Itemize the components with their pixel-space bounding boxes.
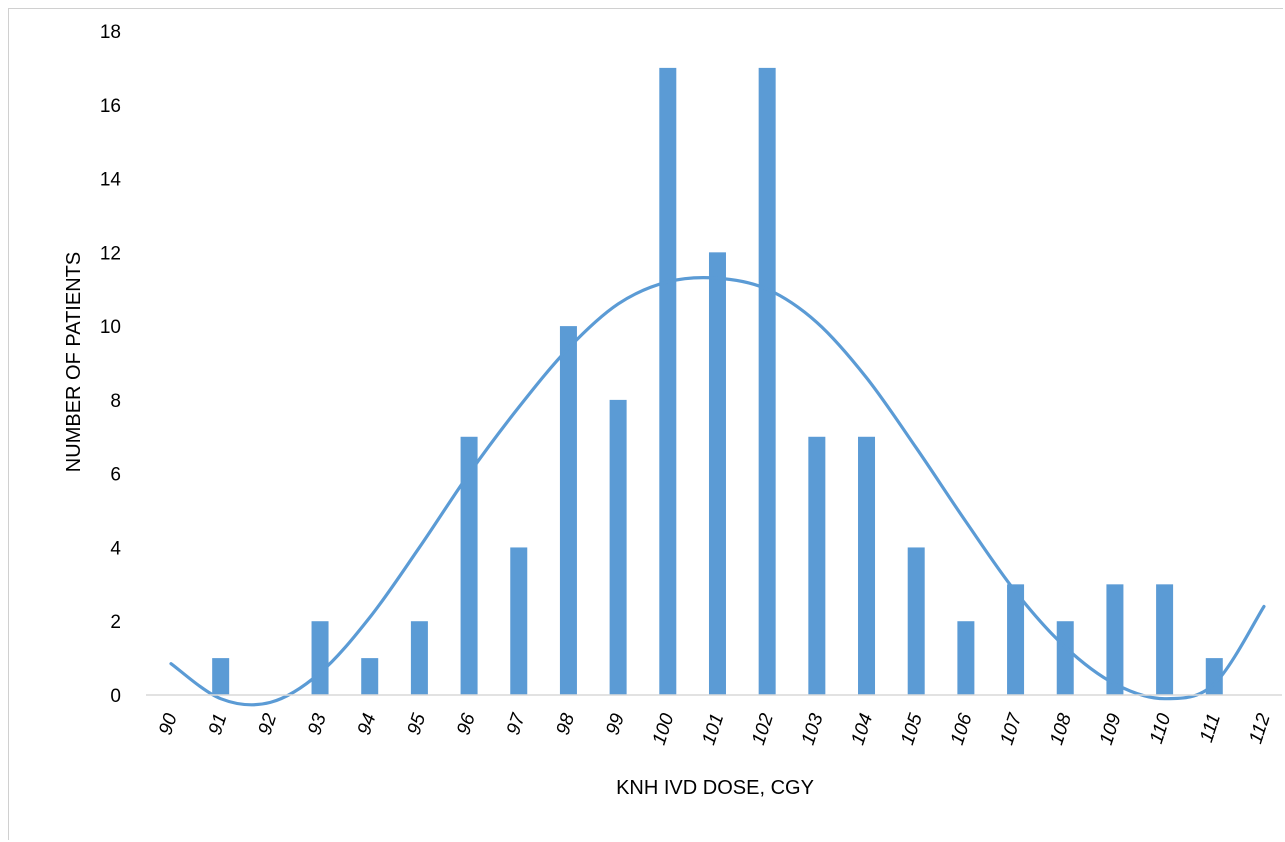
- bars-group: [212, 67, 1223, 696]
- x-tick-label: 108: [1046, 711, 1076, 748]
- bar-96: [460, 436, 478, 695]
- bar-106: [957, 621, 975, 695]
- bar-101: [708, 252, 726, 696]
- x-tick-labels: 90 91 92 93 94 95 96 97 98 99 100 101 102 103 104 105 10…: [155, 710, 1275, 748]
- x-tick-label: 103: [798, 711, 828, 748]
- chart-frame: [8, 8, 1283, 840]
- x-tick-label: 94: [354, 711, 381, 738]
- x-tick-label: 112: [1245, 711, 1274, 747]
- y-axis-title: NUMBER OF PATIENTS: [63, 252, 85, 472]
- x-tick-label: 93: [304, 711, 331, 738]
- y-tick-label: 0: [110, 686, 121, 707]
- y-tick-label: 16: [100, 96, 121, 117]
- x-tick-label: 102: [748, 711, 778, 748]
- y-tick-label: 12: [100, 243, 121, 264]
- bar-103: [808, 436, 826, 695]
- bar-102: [758, 67, 776, 695]
- y-tick-label: 10: [100, 317, 121, 338]
- x-tick-label: 110: [1146, 711, 1175, 747]
- y-tick-label: 18: [100, 22, 121, 43]
- y-tick-label: 2: [110, 612, 121, 633]
- bar-100: [659, 67, 677, 695]
- y-tick-labels: 0 2 4 6 8 10 12 14 16 18: [100, 22, 122, 707]
- bar-95: [410, 621, 428, 695]
- y-tick-label: 6: [110, 465, 121, 486]
- x-tick-label: 92: [255, 711, 282, 738]
- x-tick-label: 100: [649, 711, 679, 748]
- x-tick-label: 111: [1196, 711, 1225, 745]
- bar-94: [361, 658, 379, 695]
- bar-110: [1156, 584, 1174, 695]
- bar-105: [907, 547, 925, 695]
- x-tick-label: 90: [155, 711, 182, 738]
- bar-98: [559, 326, 577, 695]
- x-tick-label: 97: [503, 710, 530, 738]
- bar-104: [858, 436, 876, 695]
- x-tick-label: 95: [404, 711, 431, 738]
- x-tick-label: 101: [698, 711, 728, 748]
- x-tick-label: 91: [205, 711, 232, 738]
- bar-107: [1007, 584, 1025, 695]
- y-tick-label: 8: [110, 391, 121, 412]
- x-tick-label: 107: [997, 710, 1027, 748]
- y-tick-label: 4: [110, 538, 121, 559]
- y-tick-label: 14: [100, 170, 122, 191]
- bar-109: [1106, 584, 1124, 695]
- x-tick-label: 96: [453, 711, 480, 738]
- bar-99: [609, 399, 627, 695]
- bar-91: [212, 658, 230, 695]
- bar-108: [1056, 621, 1074, 695]
- x-tick-label: 106: [947, 711, 977, 748]
- x-tick-label: 109: [1096, 711, 1126, 748]
- bar-97: [510, 547, 528, 695]
- bar-93: [311, 621, 329, 695]
- x-tick-label: 98: [553, 711, 580, 738]
- x-axis-title: KNH IVD DOSE, CGY: [616, 777, 814, 799]
- trendline: [169, 276, 1266, 707]
- x-tick-label: 105: [897, 711, 927, 748]
- x-tick-label: 104: [848, 711, 878, 748]
- x-tick-label: 99: [602, 711, 629, 738]
